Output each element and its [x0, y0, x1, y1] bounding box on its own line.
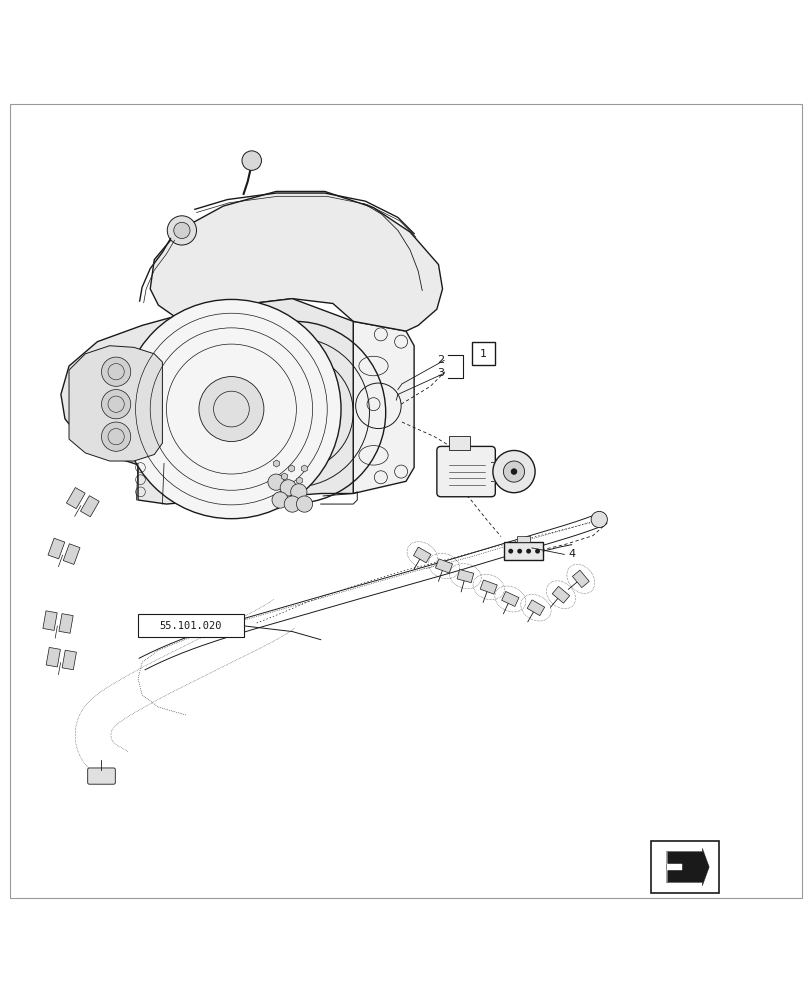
- Circle shape: [101, 390, 131, 419]
- Polygon shape: [61, 299, 353, 504]
- Circle shape: [526, 549, 530, 554]
- Polygon shape: [551, 586, 569, 603]
- Text: 4: 4: [568, 549, 575, 559]
- Circle shape: [534, 549, 539, 554]
- Polygon shape: [46, 647, 60, 667]
- Circle shape: [280, 480, 296, 496]
- Text: 55.101.020: 55.101.020: [160, 621, 221, 631]
- FancyBboxPatch shape: [88, 768, 115, 784]
- Circle shape: [590, 511, 607, 528]
- Polygon shape: [80, 496, 99, 517]
- Polygon shape: [457, 569, 473, 583]
- Polygon shape: [48, 538, 65, 559]
- Polygon shape: [501, 591, 518, 606]
- Circle shape: [101, 422, 131, 451]
- Text: 3: 3: [436, 368, 444, 378]
- Polygon shape: [62, 650, 76, 670]
- Circle shape: [101, 357, 131, 386]
- Circle shape: [268, 474, 284, 490]
- Polygon shape: [150, 191, 442, 331]
- Polygon shape: [526, 600, 544, 616]
- Polygon shape: [666, 848, 708, 886]
- Circle shape: [242, 151, 261, 170]
- Circle shape: [272, 492, 288, 508]
- Bar: [650, 841, 719, 893]
- Polygon shape: [63, 544, 80, 564]
- Circle shape: [517, 549, 521, 554]
- Polygon shape: [572, 570, 589, 588]
- Polygon shape: [353, 321, 414, 494]
- Circle shape: [510, 468, 517, 475]
- Circle shape: [199, 377, 264, 442]
- Circle shape: [122, 299, 341, 519]
- Polygon shape: [59, 614, 73, 633]
- FancyBboxPatch shape: [436, 446, 495, 497]
- Bar: [517, 536, 530, 542]
- Circle shape: [174, 222, 190, 239]
- Polygon shape: [413, 547, 431, 563]
- Circle shape: [503, 461, 524, 482]
- Polygon shape: [67, 488, 85, 509]
- Circle shape: [167, 216, 196, 245]
- Bar: [138, 614, 243, 637]
- Bar: [504, 542, 543, 560]
- Circle shape: [508, 549, 513, 554]
- Bar: [471, 342, 494, 365]
- Polygon shape: [479, 580, 496, 594]
- Polygon shape: [43, 611, 57, 630]
- Polygon shape: [69, 346, 162, 461]
- Circle shape: [296, 496, 312, 512]
- Circle shape: [284, 496, 300, 512]
- Text: 1: 1: [479, 349, 486, 359]
- Circle shape: [492, 450, 534, 493]
- Text: 2: 2: [436, 355, 444, 365]
- Polygon shape: [435, 559, 452, 573]
- Circle shape: [290, 484, 307, 500]
- Bar: [448, 436, 470, 450]
- Polygon shape: [666, 852, 681, 882]
